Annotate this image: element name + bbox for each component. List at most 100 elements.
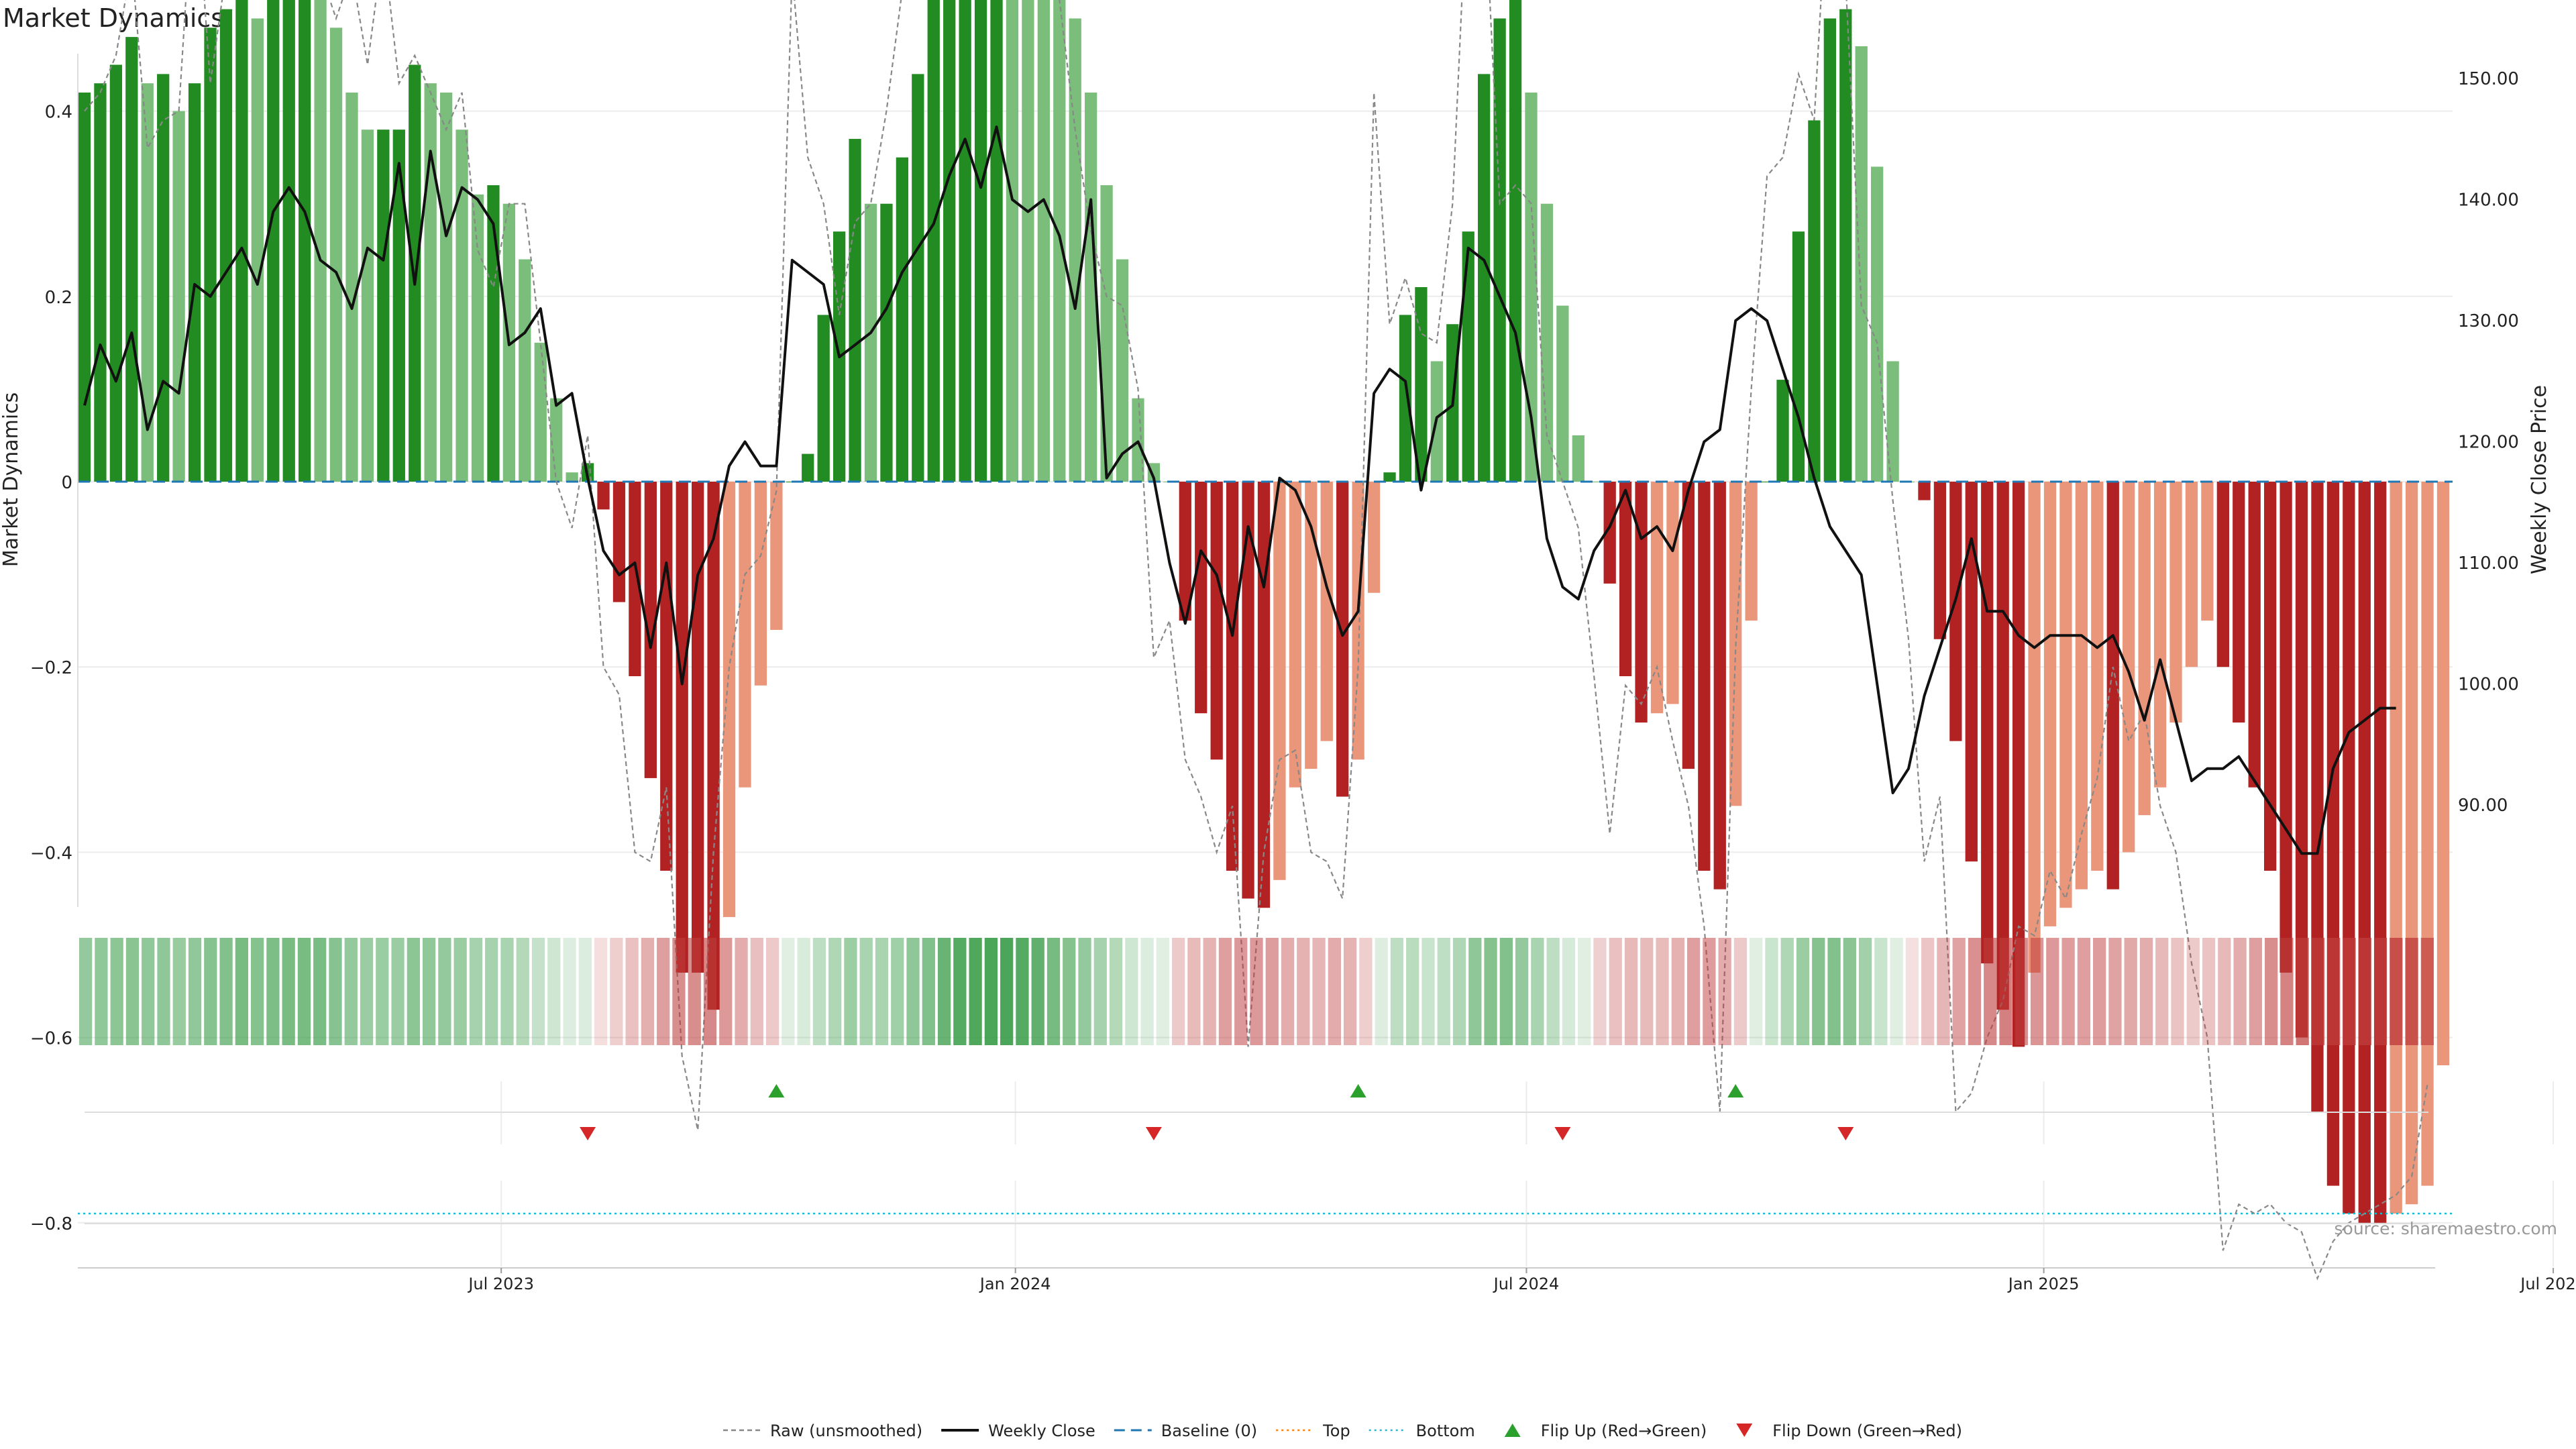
regime-strip-cell — [1406, 938, 1419, 1045]
x-tick-label: Jul 2024 — [1493, 1275, 1560, 1293]
weekly-close-line — [83, 125, 2396, 855]
regime-strip-cell — [1000, 938, 1014, 1045]
regime-strip-cell — [610, 938, 623, 1045]
dynamics-bar — [660, 482, 673, 871]
dynamics-bar — [912, 74, 924, 482]
regime-strip-cell — [313, 938, 327, 1045]
dynamics-bar — [770, 482, 783, 630]
y-axis: −0.8−0.6−0.4−0.200.20.40.60.8 — [30, 54, 78, 1234]
dynamics-bar — [550, 398, 563, 482]
dynamics-bar — [1132, 398, 1144, 482]
dynamics-bar — [329, 28, 343, 482]
dynamics-bar — [1273, 482, 1286, 880]
regime-strip-cell — [1250, 938, 1263, 1045]
regime-strip-cell — [2171, 938, 2184, 1045]
flip-down-marker — [1145, 1127, 1162, 1140]
x-axis: Jul 2023 Jan 2024 Jul 2024 Jan 2025 Jul 2025 — [78, 1267, 2576, 1293]
regime-strip-cell — [1905, 938, 1919, 1045]
regime-strip-cell — [1671, 938, 1684, 1045]
dynamics-bar — [1305, 482, 1318, 769]
x-tick-label: Jul 2025 — [2519, 1275, 2576, 1293]
dynamics-bar — [314, 0, 327, 482]
regime-strip-cell — [360, 938, 374, 1045]
dynamics-bar — [1839, 9, 1852, 482]
regime-strip-cell — [1718, 938, 1731, 1045]
regime-heat-strip — [79, 938, 2434, 1045]
dynamics-bar — [1069, 18, 1081, 482]
regime-strip-cell — [2405, 938, 2418, 1045]
flip-down-marker — [1837, 1127, 1854, 1140]
regime-strip-cell — [782, 938, 795, 1045]
regime-strip-cell — [1609, 938, 1622, 1045]
regime-strip-cell — [1593, 938, 1607, 1045]
dynamics-bar — [1808, 120, 1821, 482]
dynamics-bar — [1713, 482, 1726, 890]
dynamics-bar — [1745, 482, 1758, 621]
regime-strip-cell — [688, 938, 701, 1045]
regime-strip-cell — [1624, 938, 1638, 1045]
dynamics-bar — [1603, 482, 1616, 584]
dynamics-bar — [1619, 482, 1632, 677]
dynamics-bar — [361, 129, 374, 482]
regime-strip-cell — [329, 938, 342, 1045]
regime-strip-cell — [376, 938, 389, 1045]
dynamics-bar — [2264, 482, 2277, 871]
regime-strip-cell — [2420, 938, 2434, 1045]
y2-tick-label: 90.00 — [2458, 796, 2508, 816]
regime-strip-cell — [1468, 938, 1482, 1045]
regime-strip-cell — [1984, 938, 1997, 1045]
dynamics-bar — [1525, 92, 1538, 482]
dynamics-bar — [1493, 18, 1506, 482]
dynamics-bar — [1116, 259, 1129, 482]
regime-strip-cell — [2218, 938, 2231, 1045]
regime-strip-cell — [875, 938, 889, 1045]
dynamics-bar — [78, 92, 91, 482]
y-tick-label: −0.2 — [30, 658, 72, 678]
regime-strip-cell — [1733, 938, 1748, 1045]
dynamics-bar — [802, 453, 814, 482]
dynamics-bar — [455, 129, 468, 482]
dynamics-bar — [1933, 482, 1947, 639]
x-tick-label: Jan 2025 — [2007, 1275, 2080, 1293]
x-tick-label: Jan 2024 — [979, 1275, 1051, 1293]
regime-strip-cell — [157, 938, 170, 1045]
regime-strip-cell — [625, 938, 639, 1045]
source-note: source: sharemaestro.com — [2334, 1219, 2558, 1238]
regime-strip-cell — [1234, 938, 1248, 1045]
dynamics-bar — [251, 18, 264, 482]
regime-strip-cell — [235, 938, 248, 1045]
dynamics-bar — [2216, 482, 2229, 667]
regime-strip-cell — [2373, 938, 2387, 1045]
regime-strip-cell — [266, 938, 280, 1045]
dynamics-bar — [629, 482, 641, 677]
dynamics-bar — [1965, 482, 1978, 862]
dynamics-bar — [1399, 315, 1412, 482]
regime-strip-cell — [438, 938, 451, 1045]
regime-strip-cell — [219, 938, 233, 1045]
regime-strip-cell — [812, 938, 826, 1045]
dynamics-bar — [377, 129, 390, 482]
regime-strip-cell — [1843, 938, 1856, 1045]
regime-strip-cell — [828, 938, 842, 1045]
dynamics-bar — [109, 64, 123, 482]
regime-strip-cell — [2124, 938, 2137, 1045]
y2-tick-label: 100.00 — [2458, 675, 2519, 695]
dynamics-bar — [1022, 0, 1034, 482]
dynamics-bar — [612, 482, 626, 602]
regime-strip-cell — [1265, 938, 1279, 1045]
legend: Raw (unsmoothed) Weekly Close Baseline (0)… — [723, 1421, 1962, 1440]
dynamics-bar — [2043, 482, 2057, 926]
dynamics-bars — [78, 0, 2450, 1223]
regime-strip-cell — [657, 938, 670, 1045]
regime-strip-cell — [1578, 938, 1591, 1045]
regime-strip-cell — [1484, 938, 1497, 1045]
regime-strip-cell — [969, 938, 982, 1045]
dynamics-bar — [1037, 0, 1050, 482]
chart-title: Market Dynamics — [3, 3, 224, 33]
regime-strip-cell — [1750, 938, 1763, 1045]
dynamics-bar — [2075, 482, 2088, 890]
dynamics-bar — [1918, 482, 1931, 500]
dynamics-bar — [739, 482, 751, 788]
dynamics-bar — [990, 0, 1003, 482]
